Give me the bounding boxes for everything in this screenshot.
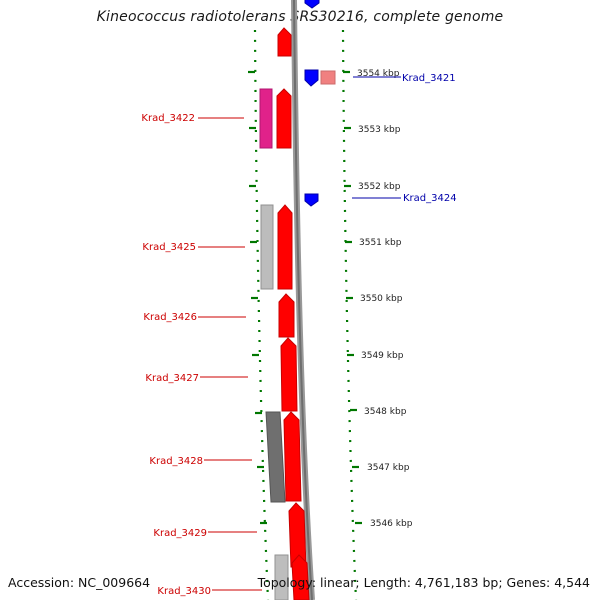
- reverse-gene-arrow[interactable]: [304, 193, 319, 207]
- ruler-tick-label: 3549 kbp: [361, 351, 404, 361]
- ruler-tick-label: 3553 kbp: [358, 125, 401, 135]
- forward-genes: [276, 27, 310, 600]
- ruler-tick-label: 3551 kbp: [359, 238, 402, 248]
- gene-label[interactable]: Krad_3427: [145, 373, 199, 384]
- forward-gene-arrow[interactable]: [276, 88, 292, 149]
- gene-label[interactable]: Krad_3421: [402, 73, 456, 84]
- gene-label[interactable]: Krad_3429: [153, 528, 207, 539]
- ruler-tick-label: 3554 kbp: [357, 69, 400, 79]
- ruler-tick-label: 3552 kbp: [358, 182, 401, 192]
- accession-label: Accession: NC_009664: [8, 575, 151, 590]
- forward-gene-arrow[interactable]: [283, 411, 302, 502]
- right-major-ticks: [343, 70, 362, 525]
- cds-block[interactable]: [320, 70, 336, 85]
- right-scale-rail: [341, 29, 358, 600]
- reverse-label-leaders: [352, 76, 401, 199]
- left-major-ticks: [248, 70, 267, 525]
- reverse-gene-arrow[interactable]: [304, 0, 320, 9]
- gene-label[interactable]: Krad_3428: [149, 456, 203, 467]
- cds-block[interactable]: [274, 554, 289, 600]
- reverse-genes: [304, 0, 336, 207]
- gene-label[interactable]: Krad_3424: [403, 193, 457, 204]
- forward-gene-arrow[interactable]: [280, 337, 298, 412]
- genome-backbone-core: [293, 0, 313, 600]
- forward-gene-arrow[interactable]: [291, 554, 310, 600]
- ruler-tick-label: 3550 kbp: [360, 294, 403, 304]
- reverse-gene-arrow[interactable]: [304, 69, 319, 87]
- forward-gene-arrow[interactable]: [288, 502, 307, 568]
- gene-label[interactable]: Krad_3430: [157, 586, 211, 597]
- ruler-labels: 3554 kbp 3553 kbp 3552 kbp 3551 kbp 3550…: [357, 69, 413, 529]
- left-scale-rail: [253, 29, 270, 600]
- gene-label[interactable]: Krad_3425: [142, 242, 196, 253]
- ruler-tick-label: 3548 kbp: [364, 407, 407, 417]
- cds-block[interactable]: [265, 411, 286, 503]
- cds-block[interactable]: [260, 204, 274, 290]
- forward-gene-arrow[interactable]: [278, 293, 295, 338]
- topology-label: Topology: linear; Length: 4,761,183 bp; …: [257, 575, 590, 590]
- gene-label[interactable]: Krad_3422: [141, 113, 195, 124]
- reverse-gene-labels: Krad_3421 Krad_3424: [402, 73, 457, 204]
- forward-gene-labels: Krad_3422 Krad_3425 Krad_3426 Krad_3427 …: [141, 113, 211, 597]
- cds-block[interactable]: [259, 88, 273, 149]
- forward-gene-arrow[interactable]: [277, 204, 293, 290]
- ruler-tick-label: 3547 kbp: [367, 463, 410, 473]
- forward-gene-arrow[interactable]: [277, 27, 292, 57]
- gene-label[interactable]: Krad_3426: [143, 312, 197, 323]
- feature-blocks: [259, 88, 289, 600]
- genome-title: Kineococcus radiotolerans SRS30216, comp…: [96, 9, 504, 25]
- forward-label-leaders: [198, 117, 262, 591]
- ruler-tick-label: 3546 kbp: [370, 519, 413, 529]
